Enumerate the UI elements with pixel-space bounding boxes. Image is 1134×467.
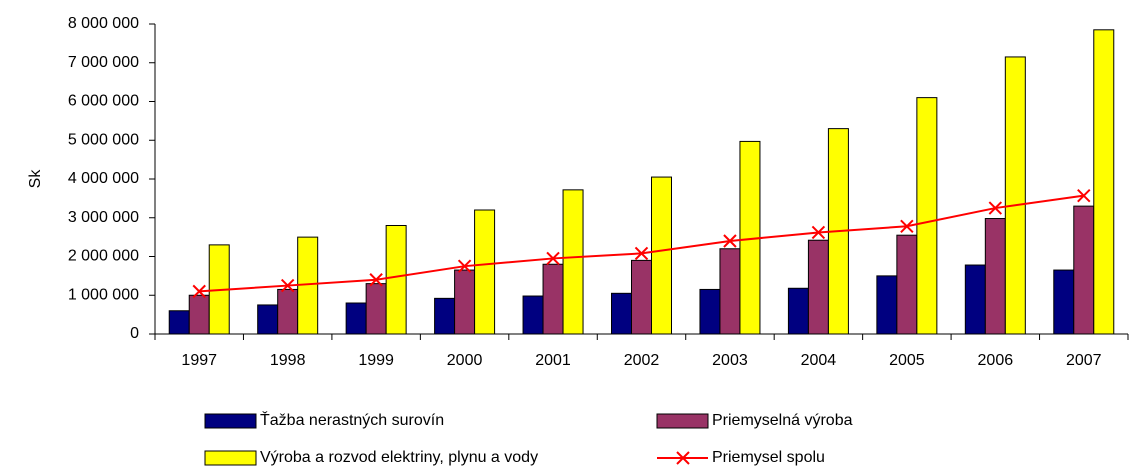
legend-swatch — [656, 413, 709, 429]
bar — [1073, 205, 1095, 335]
marker — [457, 259, 472, 273]
y-tick-label: 1 000 000 — [68, 286, 139, 303]
bar — [1004, 56, 1026, 335]
x-tick-label: 2006 — [978, 352, 1014, 369]
bar — [345, 302, 367, 335]
bar — [1093, 29, 1115, 335]
bar — [611, 292, 632, 335]
marker — [723, 234, 737, 248]
y-tick-label: 4 000 000 — [68, 170, 139, 187]
marker — [280, 278, 295, 293]
x-tick-label: 1997 — [181, 352, 217, 369]
marker — [192, 284, 206, 299]
y-tick-label: 5 000 000 — [68, 131, 139, 148]
bar — [631, 259, 652, 335]
bar — [542, 263, 564, 335]
x-tick-label: 2001 — [535, 352, 571, 369]
y-tick-label: 0 — [130, 325, 139, 342]
x-tick-label: 2007 — [1066, 352, 1102, 369]
bar — [168, 310, 190, 335]
bar — [807, 239, 829, 335]
marker — [811, 225, 826, 240]
x-tick-label: 2002 — [624, 352, 660, 369]
bar — [188, 294, 210, 335]
y-tick-label: 3 000 000 — [68, 209, 139, 226]
bar — [385, 225, 407, 335]
bar — [365, 283, 387, 335]
y-tick-label: 8 000 000 — [68, 15, 139, 32]
bar — [896, 234, 918, 335]
bar — [787, 287, 809, 335]
y-tick-label: 7 000 000 — [68, 54, 139, 71]
marker — [988, 201, 1003, 215]
legend-label: Priemyselná výroba — [712, 412, 853, 429]
bar — [454, 269, 476, 335]
legend-label: Priemysel spolu — [712, 449, 825, 466]
marker — [900, 219, 914, 233]
legend-label: Ťažba nerastných surovín — [260, 410, 444, 429]
legend-swatch — [204, 450, 257, 466]
bar — [277, 288, 299, 335]
bar — [916, 97, 938, 335]
bar — [651, 176, 672, 335]
y-tick-label: 6 000 000 — [68, 93, 139, 110]
legend-marker — [676, 451, 690, 465]
x-tick-label: 2005 — [889, 352, 925, 369]
bar — [984, 218, 1006, 335]
marker — [546, 251, 560, 266]
x-tick-label: 1999 — [358, 352, 394, 369]
x-tick-label: 2004 — [801, 352, 837, 369]
marker — [634, 246, 649, 261]
x-tick-label: 2000 — [447, 352, 483, 369]
bar — [434, 297, 456, 335]
y-tick-label: 2 000 000 — [68, 248, 139, 265]
legend-swatch — [204, 413, 257, 429]
x-tick-label: 2003 — [712, 352, 748, 369]
marker — [369, 273, 383, 287]
bar — [257, 304, 279, 335]
bar — [876, 275, 898, 335]
bar — [474, 209, 496, 335]
bar — [1053, 269, 1075, 335]
bar — [699, 288, 721, 335]
y-axis-label: Sk — [27, 169, 44, 189]
x-tick-label: 1998 — [270, 352, 306, 369]
legend-label: Výroba a rozvod elektriny, plynu a vody — [260, 449, 538, 466]
bar — [522, 295, 544, 335]
bar — [562, 189, 584, 335]
bar — [719, 248, 741, 335]
marker — [1077, 188, 1091, 203]
bar — [964, 264, 986, 335]
